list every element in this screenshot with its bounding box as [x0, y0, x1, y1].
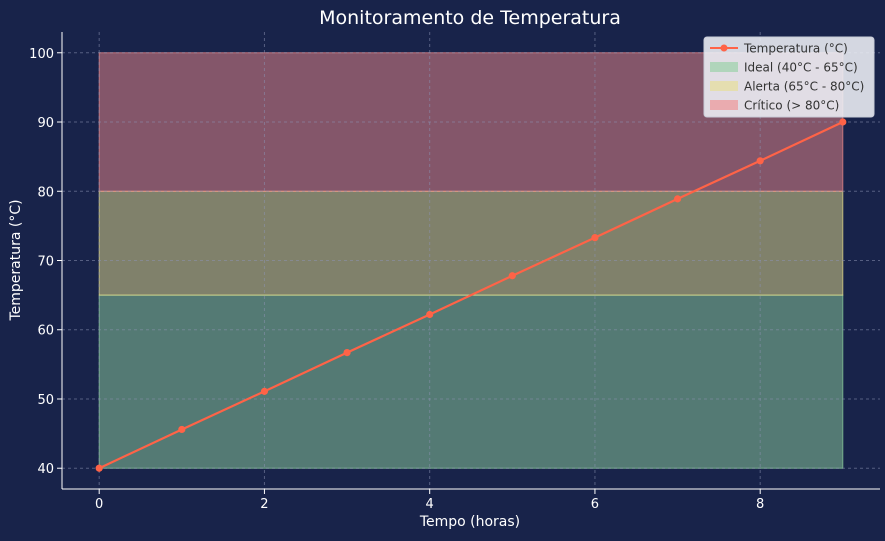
legend-patch-swatch: [710, 100, 738, 110]
legend-entry-label: Temperatura (°C): [743, 42, 848, 56]
legend-box: [703, 36, 875, 118]
data-point: [95, 464, 103, 472]
y-tick-label: 100: [29, 47, 54, 62]
y-tick-label: 50: [37, 393, 54, 408]
x-tick-label: 8: [756, 497, 764, 512]
data-point: [260, 387, 269, 395]
band-0: [98, 294, 844, 469]
y-tick-label: 60: [37, 324, 54, 339]
x-tick-label: 6: [591, 497, 599, 512]
y-tick-label: 90: [37, 116, 54, 131]
legend-entry-label: Ideal (40°C - 65°C): [744, 61, 858, 75]
data-point: [343, 348, 351, 357]
legend-patch-swatch: [710, 62, 738, 72]
y-axis-label: Temperatura (°C): [8, 199, 24, 321]
legend-marker: [720, 44, 728, 52]
axes-layer: 0 2 4 6 8 40 50 60 70 80 90 100: [29, 32, 880, 512]
x-axis-label: Tempo (horas): [419, 514, 520, 530]
grid-layer: [62, 32, 880, 489]
data-point: [839, 118, 847, 126]
legend-patch-swatch: [710, 81, 738, 91]
data-point: [508, 272, 516, 280]
x-tick-label: 0: [95, 497, 103, 512]
series-layer: [95, 118, 847, 472]
legend: Temperatura (°C) Ideal (40°C - 65°C) Alert…: [703, 36, 875, 118]
y-tick-label: 70: [37, 255, 54, 270]
data-point: [756, 157, 764, 165]
x-tick-label: 4: [426, 497, 434, 512]
y-tick-label: 40: [37, 462, 54, 477]
chart-title: Monitoramento de Temperatura: [319, 7, 621, 29]
data-point: [591, 234, 599, 242]
data-point: [178, 425, 186, 434]
data-point: [426, 310, 434, 319]
y-tick-label: 80: [37, 185, 54, 200]
x-tick-label: 2: [260, 497, 268, 512]
legend-entry-label: Alerta (65°C - 80°C): [744, 80, 864, 94]
data-point: [673, 195, 682, 203]
series-line-0: [98, 121, 844, 470]
legend-entry-label: Crítico (> 80°C): [744, 99, 839, 113]
band-1: [98, 190, 844, 296]
